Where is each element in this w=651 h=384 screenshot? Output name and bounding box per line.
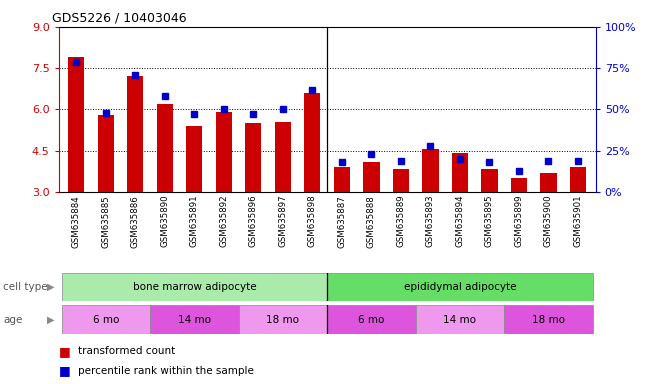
- Bar: [127, 76, 143, 192]
- Text: 14 mo: 14 mo: [443, 314, 477, 325]
- Bar: [215, 112, 232, 192]
- Bar: [363, 162, 380, 192]
- Text: 6 mo: 6 mo: [358, 314, 385, 325]
- Text: 14 mo: 14 mo: [178, 314, 211, 325]
- Bar: [570, 167, 586, 192]
- Bar: [239, 305, 327, 334]
- Bar: [511, 178, 527, 192]
- Bar: [186, 126, 202, 192]
- Text: 18 mo: 18 mo: [266, 314, 299, 325]
- Bar: [327, 305, 415, 334]
- Bar: [415, 305, 504, 334]
- Text: GDS5226 / 10403046: GDS5226 / 10403046: [52, 12, 187, 25]
- Text: 6 mo: 6 mo: [92, 314, 119, 325]
- Text: ■: ■: [59, 345, 70, 358]
- Bar: [157, 104, 173, 192]
- Text: cell type: cell type: [3, 282, 48, 292]
- Text: ■: ■: [59, 364, 70, 377]
- Bar: [245, 123, 262, 192]
- Bar: [62, 273, 327, 301]
- Bar: [481, 169, 497, 192]
- Bar: [504, 305, 592, 334]
- Bar: [422, 149, 439, 192]
- Bar: [304, 93, 320, 192]
- Text: 18 mo: 18 mo: [532, 314, 565, 325]
- Text: ▶: ▶: [47, 282, 55, 292]
- Text: epididymal adipocyte: epididymal adipocyte: [404, 282, 516, 292]
- Bar: [452, 154, 468, 192]
- Bar: [275, 122, 291, 192]
- Bar: [98, 115, 114, 192]
- Bar: [540, 173, 557, 192]
- Bar: [150, 305, 239, 334]
- Bar: [68, 57, 85, 192]
- Bar: [62, 305, 150, 334]
- Bar: [327, 273, 592, 301]
- Bar: [334, 167, 350, 192]
- Bar: [393, 169, 409, 192]
- Text: percentile rank within the sample: percentile rank within the sample: [78, 366, 254, 376]
- Text: transformed count: transformed count: [78, 346, 175, 356]
- Text: age: age: [3, 314, 23, 325]
- Text: bone marrow adipocyte: bone marrow adipocyte: [133, 282, 256, 292]
- Text: ▶: ▶: [47, 314, 55, 325]
